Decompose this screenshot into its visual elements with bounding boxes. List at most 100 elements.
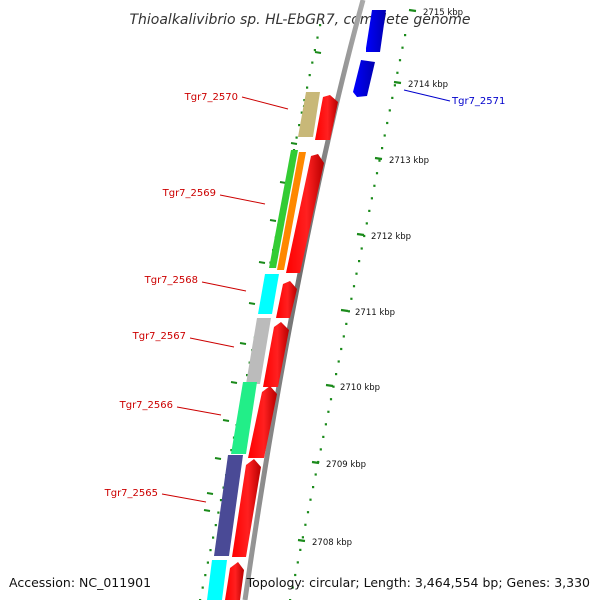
kbp-tick	[356, 232, 365, 237]
gene-label-tgr7-2570[interactable]: Tgr7_2570	[184, 92, 238, 103]
kbp-label: 2713 kbp	[389, 156, 429, 166]
gene-features	[207, 10, 386, 600]
scale-dot	[324, 423, 327, 426]
cds-arrow-next[interactable]	[225, 562, 244, 600]
accession-text: Accession: NC_011901	[9, 575, 151, 590]
scale-dot	[398, 59, 402, 62]
scale-dash	[314, 51, 322, 54]
gene-leader-line	[201, 281, 247, 292]
scale-dot	[206, 561, 209, 564]
cog-bar-cyan-1	[258, 274, 279, 314]
scale-dot	[309, 498, 312, 501]
scale-dot	[329, 398, 333, 401]
scale-dot	[306, 511, 310, 514]
tick-marks	[203, 8, 417, 543]
cog-bar-mint	[231, 382, 257, 454]
scale-dot	[319, 448, 322, 451]
kbp-label: 2711 kbp	[355, 308, 395, 318]
kbp-tick	[311, 460, 320, 465]
scale-dot	[246, 374, 249, 377]
scale-dot	[230, 449, 233, 452]
cog-bar-orange	[277, 152, 306, 270]
scale-dot	[393, 84, 396, 87]
cds-arrow-tgr7-2571[interactable]	[353, 60, 375, 97]
gene-leader-line	[219, 194, 266, 205]
scale-dash	[269, 219, 277, 222]
kbp-tick	[325, 383, 334, 388]
scale-dash	[230, 381, 238, 384]
scale-dot	[295, 136, 298, 139]
scale-dot	[311, 61, 314, 64]
kbp-tick	[393, 80, 402, 85]
scale-dot	[217, 511, 220, 514]
scale-dot	[370, 197, 373, 200]
scale-dot	[396, 71, 399, 74]
gene-leader-line	[403, 89, 451, 102]
scale-dash	[203, 509, 211, 512]
scale-dot	[212, 536, 215, 539]
kbp-label: 2709 kbp	[326, 460, 366, 470]
kbp-label: 2714 kbp	[408, 80, 448, 90]
gene-leader-line	[176, 406, 222, 416]
gene-labels: Tgr7_2571 Tgr7_2570 Tgr7_2569 Tgr7_2568 Tgr7…	[104, 89, 505, 503]
scale-dot	[360, 247, 363, 250]
scale-dot	[345, 322, 348, 325]
cds-arrow-tgr7-2567[interactable]	[263, 322, 289, 387]
cds-arrow-tgr7-2568[interactable]	[276, 281, 297, 318]
scale-dot	[299, 548, 302, 551]
scale-dash	[248, 302, 256, 305]
scale-dot	[391, 96, 394, 99]
gene-label-tgr7-2571[interactable]: Tgr7_2571	[451, 96, 505, 107]
cds-arrow-tgr7-2569[interactable]	[286, 154, 324, 273]
scale-dot	[375, 172, 379, 175]
scale-dot	[368, 209, 371, 212]
scale-dot	[312, 486, 315, 489]
scale-dot	[355, 272, 358, 275]
scale-dot	[401, 46, 404, 49]
cds-arrow-minus-top[interactable]	[366, 10, 386, 52]
kbp-tick	[408, 8, 417, 13]
kbp-label: 2710 kbp	[340, 383, 380, 393]
kbp-label: 2715 kbp	[423, 8, 463, 18]
scale-dot	[304, 523, 307, 526]
scale-dot	[383, 134, 386, 137]
scale-dot	[347, 310, 350, 313]
gene-label-tgr7-2569[interactable]: Tgr7_2569	[162, 188, 216, 199]
scale-dot	[294, 573, 297, 577]
scale-dot	[306, 86, 309, 89]
tick-labels: 2715 kbp 2714 kbp 2713 kbp 2712 kbp 2711 kbp…	[312, 8, 463, 548]
map-title: Thioalkalivibrio sp. HL-EbGR7, complete …	[129, 12, 470, 28]
scale-dot	[337, 360, 340, 363]
cds-arrow-tgr7-2566[interactable]	[248, 386, 277, 458]
kbp-tick	[297, 538, 306, 543]
topology-text: Topology: circular; Length: 3,464,554 bp…	[246, 575, 590, 590]
scale-dot	[352, 285, 356, 288]
kbp-tick	[340, 308, 349, 313]
scale-dot	[386, 121, 389, 125]
scale-dot	[358, 260, 361, 263]
scale-dot	[316, 36, 319, 39]
scale-dot	[340, 347, 343, 351]
cog-bar-lightgray	[246, 318, 271, 384]
gene-label-tgr7-2566[interactable]: Tgr7_2566	[119, 400, 173, 411]
scale-dash	[258, 261, 266, 264]
scale-dot	[350, 297, 353, 300]
scale-dot	[214, 524, 217, 527]
cds-arrow-tgr7-2565[interactable]	[232, 459, 261, 557]
kbp-label: 2712 kbp	[371, 232, 411, 242]
scale-dash	[290, 142, 298, 145]
cog-bar-slate	[214, 455, 243, 556]
cds-arrow-tgr7-2570[interactable]	[315, 95, 338, 140]
gene-label-tgr7-2565[interactable]: Tgr7_2565	[104, 488, 158, 499]
scale-dot	[301, 536, 304, 539]
scale-dot	[308, 74, 311, 77]
scale-dot	[381, 147, 384, 150]
gene-label-tgr7-2568[interactable]: Tgr7_2568	[144, 275, 198, 286]
scale-dot	[327, 410, 330, 413]
gene-leader-line	[189, 337, 235, 348]
scale-dash	[239, 342, 247, 345]
scale-dot	[404, 34, 407, 37]
scale-dash	[206, 492, 214, 495]
gene-label-tgr7-2567[interactable]: Tgr7_2567	[132, 331, 186, 342]
